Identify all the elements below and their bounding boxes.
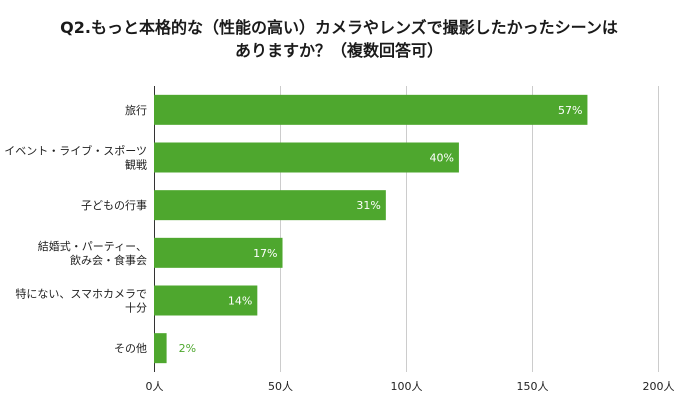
data-labels: 57% 40% 31% 17% 14% 2%	[179, 104, 583, 355]
data-label-3: 17%	[253, 247, 277, 260]
chart-title-line-1: Q2.もっと本格的な（性能の高い）カメラやレンズで撮影したかったシーンは	[60, 18, 618, 37]
x-tick-label-0: 0人	[146, 380, 164, 393]
category-label-0: 旅行	[125, 103, 147, 117]
bar-5	[154, 333, 167, 364]
category-label-3: 結婚式・パーティー、飲み会・食事会	[38, 239, 147, 267]
bar-0	[154, 94, 588, 125]
data-label-0: 57%	[558, 104, 582, 117]
category-label-2: 子どもの行事	[81, 199, 147, 212]
category-label-1-line-0: イベント・ライブ・スポーツ	[4, 144, 147, 158]
bar-4	[154, 285, 258, 316]
data-label-2: 31%	[356, 199, 380, 212]
x-tick-label-150: 150人	[517, 380, 549, 393]
gridlines	[154, 86, 659, 372]
category-label-5-line-0: その他	[114, 342, 147, 355]
category-label-1: イベント・ライブ・スポーツ観戦	[4, 144, 147, 172]
chart-title: Q2.もっと本格的な（性能の高い）カメラやレンズで撮影したかったシーンは ありま…	[0, 16, 678, 62]
bar-2	[154, 190, 386, 221]
category-label-5: その他	[114, 342, 147, 355]
category-label-2-line-0: 子どもの行事	[81, 199, 147, 212]
bar-1	[154, 142, 459, 173]
x-axis-ticks: 0人 50人 100人 150人 200人	[146, 380, 675, 393]
category-label-4-line-1: 十分	[125, 301, 147, 315]
chart-title-line-2: ありますか？（複数回答可）	[234, 41, 443, 60]
category-label-3-line-0: 結婚式・パーティー、	[38, 239, 147, 253]
data-label-1: 40%	[429, 152, 453, 165]
category-labels: 旅行イベント・ライブ・スポーツ観戦子どもの行事結婚式・パーティー、飲み会・食事会…	[4, 103, 147, 355]
data-label-5: 2%	[179, 342, 196, 355]
x-tick-label-200: 200人	[643, 380, 675, 393]
category-label-3-line-1: 飲み会・食事会	[70, 253, 147, 267]
category-label-4: 特にない、スマホカメラで十分	[15, 287, 147, 315]
category-label-1-line-1: 観戦	[125, 158, 147, 172]
bars	[154, 94, 588, 364]
category-label-4-line-0: 特にない、スマホカメラで	[15, 287, 147, 301]
x-tick-label-50: 50人	[268, 380, 293, 393]
bar-3	[154, 237, 283, 268]
category-label-0-line-0: 旅行	[125, 103, 147, 117]
x-tick-label-100: 100人	[391, 380, 423, 393]
data-label-4: 14%	[228, 295, 252, 308]
